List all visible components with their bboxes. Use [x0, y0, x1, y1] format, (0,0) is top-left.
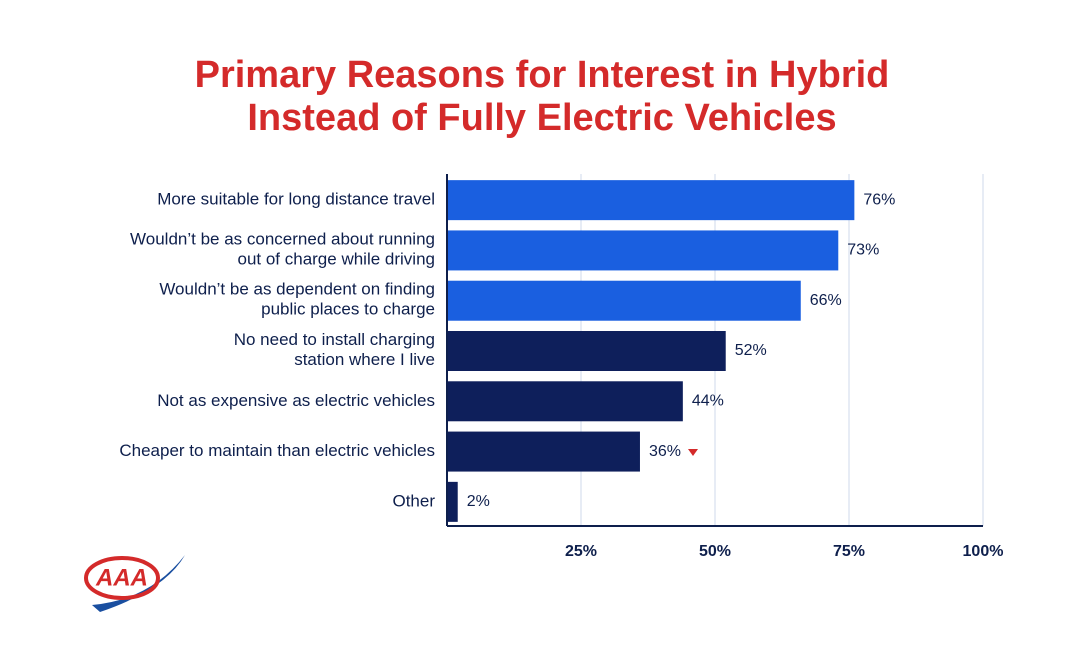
logo: AAA — [84, 555, 185, 612]
logo-text: AAA — [95, 564, 148, 591]
value-label: 52% — [735, 342, 767, 359]
bar — [447, 481, 458, 522]
category-label: No need to install charging station where… — [234, 330, 435, 369]
category-label: Cheaper to maintain than electric vehicl… — [119, 441, 435, 460]
value-label: 2% — [467, 493, 490, 510]
value-label: 76% — [863, 191, 895, 208]
bar — [447, 431, 640, 472]
category-label: Not as expensive as electric vehicles — [157, 391, 435, 410]
down-marker — [688, 449, 698, 456]
value-label: 73% — [847, 242, 879, 259]
value-label: 66% — [810, 292, 842, 309]
x-tick-label: 75% — [833, 543, 865, 560]
bar — [447, 331, 726, 371]
bar — [447, 230, 839, 271]
x-tick-label: 25% — [565, 543, 597, 560]
category-label: Other — [392, 491, 435, 510]
x-tick-label: 50% — [699, 543, 731, 560]
logo-swoosh — [92, 555, 185, 612]
category-label: More suitable for long distance travel — [157, 190, 435, 209]
bar — [447, 180, 855, 221]
value-label: 36% — [649, 443, 681, 460]
bar — [447, 280, 801, 321]
x-tick-label: 100% — [963, 543, 1004, 560]
value-label: 44% — [692, 393, 724, 410]
bar — [447, 381, 683, 422]
logo-ring — [84, 556, 160, 600]
chart-title: Primary Reasons for Interest in Hybrid In… — [195, 54, 890, 139]
category-label: Wouldn’t be as concerned about running ou… — [130, 230, 435, 269]
category-label: Wouldn’t be as dependent on finding publi… — [159, 280, 435, 319]
